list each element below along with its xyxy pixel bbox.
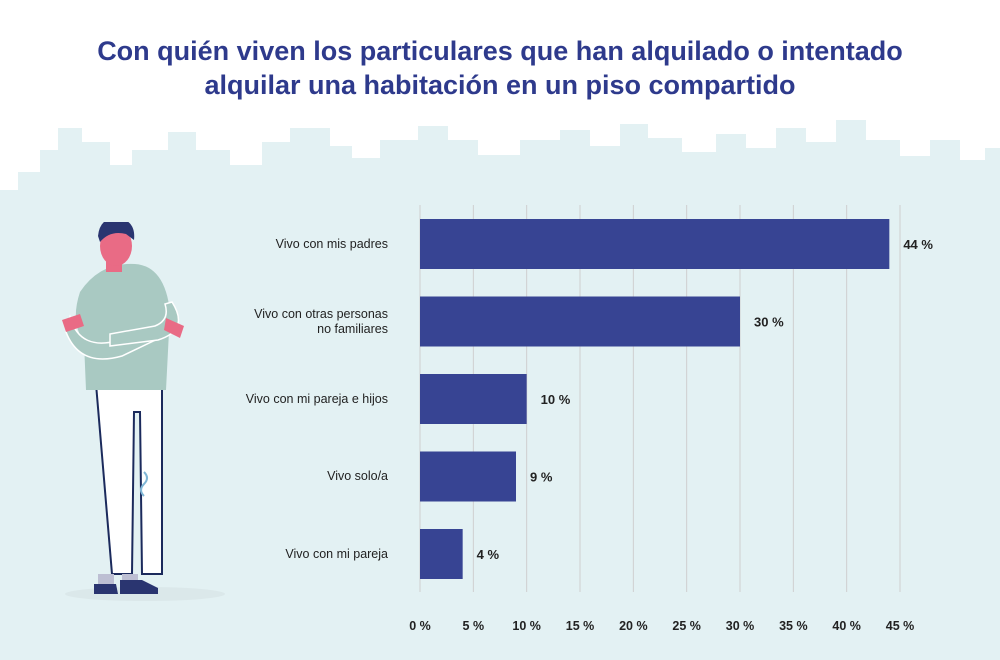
- category-label-line: no familiares: [317, 321, 388, 336]
- x-tick-label: 25 %: [672, 619, 701, 633]
- bar: [420, 529, 463, 579]
- category-label: Vivo con mi pareja e hijos: [168, 392, 388, 407]
- x-tick-label: 30 %: [726, 619, 755, 633]
- bar: [420, 451, 516, 502]
- x-tick-label: 40 %: [832, 619, 861, 633]
- category-label: Vivo con mis padres: [168, 237, 388, 252]
- x-tick-label: 15 %: [566, 619, 595, 633]
- chart-title-line-2: alquilar una habitación en un piso compa…: [204, 70, 796, 100]
- chart-title: Con quién viven los particulares que han…: [0, 34, 1000, 102]
- category-label-line: Vivo con mi pareja e hijos: [245, 391, 388, 406]
- x-tick-label: 45 %: [886, 619, 915, 633]
- category-label: Vivo con otras personas no familiares: [168, 307, 388, 337]
- chart-title-line-1: Con quién viven los particulares que han…: [97, 36, 903, 66]
- bar-value-label: 44 %: [903, 237, 933, 252]
- category-label-line: Vivo solo/a: [327, 469, 388, 483]
- category-label: Vivo solo/a: [168, 469, 388, 484]
- bar-value-label: 4 %: [477, 547, 500, 562]
- category-label-line: Vivo con otras personas: [254, 306, 388, 321]
- x-tick-label: 10 %: [512, 619, 541, 633]
- x-tick-label: 5 %: [463, 619, 485, 633]
- person-illustration: [62, 222, 225, 601]
- x-tick-label: 0 %: [409, 619, 431, 633]
- category-label-line: Vivo con mis padres: [275, 236, 388, 251]
- bar-value-label: 30 %: [754, 315, 784, 330]
- x-tick-label: 20 %: [619, 619, 648, 633]
- bar: [420, 219, 890, 269]
- category-label-line: Vivo con mi pareja: [285, 546, 388, 561]
- bar-value-label: 9 %: [530, 470, 553, 485]
- bar-value-label: 10 %: [541, 392, 571, 407]
- bar: [420, 296, 740, 347]
- x-tick-label: 35 %: [779, 619, 808, 633]
- category-label: Vivo con mi pareja: [168, 547, 388, 562]
- bar: [420, 374, 527, 424]
